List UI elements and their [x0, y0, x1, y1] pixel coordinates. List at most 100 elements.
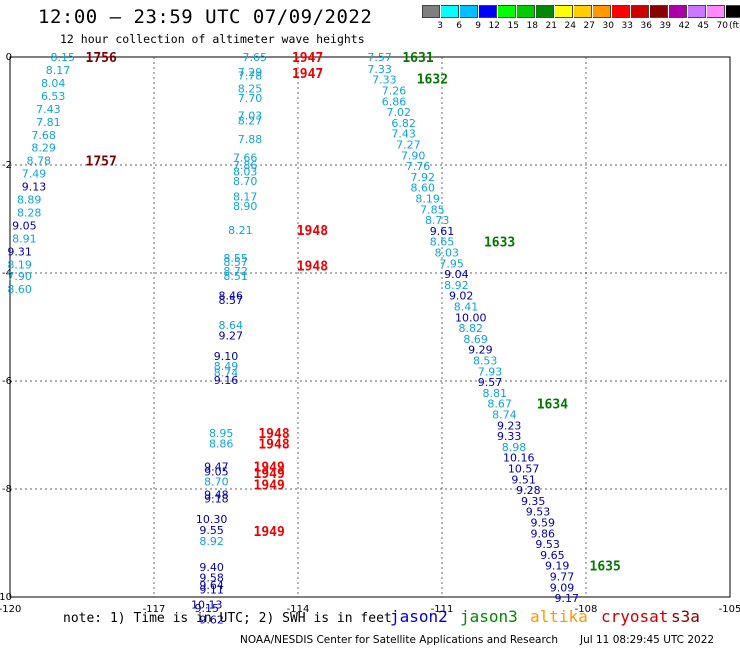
swh-value-label: 8.46	[219, 290, 244, 303]
swh-value-label: 7.57	[367, 51, 392, 64]
x-tick-label: -120	[0, 604, 21, 615]
swh-value-label: 8.81	[483, 387, 508, 400]
y-tick-label: -10	[0, 592, 12, 603]
colorbar-cell: 30	[593, 5, 614, 33]
colorbar-cell: 21	[536, 5, 557, 33]
swh-value-label: 9.58	[199, 572, 224, 585]
swh-value-label: 10.00	[455, 311, 487, 324]
swh-value-label: 7.02	[387, 106, 412, 119]
colorbar-cell: 6	[441, 5, 462, 33]
swh-value-label: 9.55	[199, 524, 224, 537]
colorbar-swatch	[688, 5, 706, 18]
swh-value-label: 9.40	[199, 561, 224, 574]
chart-subtitle: 12 hour collection of altimeter wave hei…	[60, 32, 365, 46]
colorbar-tick-label: 9	[475, 21, 481, 31]
swh-value-label: 7.27	[396, 138, 421, 151]
colorbar-unit: (ft)	[729, 21, 740, 31]
swh-value-label: 7.33	[372, 74, 397, 87]
swh-value-label: 8.69	[463, 333, 488, 346]
swh-value-label: 9.31	[7, 245, 32, 258]
colorbar-swatch	[612, 5, 630, 18]
y-tick-label: -2	[2, 160, 12, 171]
swh-value-label: 8.03	[233, 165, 258, 178]
swh-value-label: 9.17	[555, 592, 580, 605]
swh-value-label: 7.68	[31, 129, 56, 142]
colorbar-swatch	[707, 5, 725, 18]
colorbar-swatch	[460, 5, 478, 18]
swh-value-label: 7.95	[439, 257, 464, 270]
legend-jason3: jason3	[460, 607, 518, 626]
units-note: note: 1) Time is in UTC; 2) SWH is in fe…	[63, 611, 392, 626]
time-label: 1949	[254, 479, 285, 494]
swh-value-label: 8.53	[473, 354, 498, 367]
swh-value-label: 7.92	[411, 171, 436, 184]
swh-value-label: 8.49	[214, 360, 239, 373]
time-label: 1634	[537, 398, 568, 413]
swh-value-label: 8.65	[430, 236, 455, 249]
swh-value-label: 7.65	[243, 51, 268, 64]
y-tick-label: -8	[2, 484, 12, 495]
colorbar-cell: 42	[669, 5, 690, 33]
swh-value-label: 7.26	[382, 84, 407, 97]
colorbar-cell	[726, 5, 740, 33]
colorbar-cell: 12	[479, 5, 500, 33]
swh-value-label: 7.88	[238, 133, 263, 146]
swh-value-label: 10.57	[508, 462, 540, 475]
swh-value-label: 9.59	[531, 516, 556, 529]
swh-value-label: 9.51	[511, 473, 536, 486]
swh-value-label: 9.86	[531, 527, 556, 540]
colorbar-cell: 3	[422, 5, 443, 33]
swh-value-label: 8.90	[233, 200, 258, 213]
swh-value-label: 9.13	[22, 181, 47, 194]
swh-value-label: 9.61	[430, 225, 455, 238]
colorbar-tick-label: 39	[659, 21, 671, 31]
swh-value-label: 8.98	[502, 441, 527, 454]
swh-value-label: 9.47	[204, 460, 229, 473]
swh-value-label: 8.82	[459, 322, 484, 335]
swh-value-label: 9.05	[204, 466, 229, 479]
time-label: 1631	[402, 51, 433, 66]
swh-value-label: 9.18	[204, 493, 229, 506]
time-label: 1633	[484, 236, 515, 251]
swh-value-label: 7.76	[406, 160, 431, 173]
swh-value-label: 8.17	[46, 64, 71, 77]
colorbar-tick-label: 3	[437, 21, 443, 31]
time-label: 1948	[297, 224, 328, 239]
swh-value-label: 8.67	[487, 398, 512, 411]
swh-value-label: 8.74	[492, 408, 517, 421]
swh-value-label: 9.35	[521, 495, 546, 508]
swh-value-label: 7.90	[401, 149, 426, 162]
time-label: 1947	[292, 51, 323, 66]
swh-value-label: 8.78	[27, 155, 52, 168]
colorbar-tick-label: 36	[640, 21, 652, 31]
swh-value-label: 7.90	[7, 270, 32, 283]
colorbar-swatch	[498, 5, 516, 18]
footer-timestamp: Jul 11 08:29:45 UTC 2022	[580, 634, 715, 646]
legend-altika: altika	[530, 607, 588, 626]
colorbar-tick-label: 70	[716, 21, 728, 31]
time-label: 1949	[254, 460, 285, 475]
swh-value-label: 8.29	[31, 142, 56, 155]
swh-value-label: 9.09	[550, 581, 575, 594]
time-label: 1948	[258, 427, 289, 442]
swh-value-label: 9.19	[545, 560, 570, 573]
time-label: 1947	[292, 67, 323, 82]
swh-value-label: 9.29	[468, 344, 493, 357]
swh-value-label: 8.64	[219, 319, 244, 332]
swh-value-label: 8.55	[223, 252, 248, 265]
colorbar-tick-label: 15	[507, 21, 519, 31]
colorbar-cell: 36	[631, 5, 652, 33]
y-tick-label: -6	[2, 376, 12, 387]
legend-s3a: s3a	[671, 607, 700, 626]
swh-value-label: 9.77	[550, 570, 575, 583]
swh-value-label: 7.49	[22, 168, 47, 181]
swh-value-label: 8.92	[444, 279, 469, 292]
colorbar-tick-label: 30	[602, 21, 614, 31]
colorbar-tick-label: 12	[488, 21, 500, 31]
time-label: 1635	[590, 560, 621, 575]
swh-value-label: 9.53	[535, 538, 560, 551]
swh-value-label: 7.29	[238, 66, 263, 79]
swh-value-label: 8.70	[233, 175, 258, 188]
